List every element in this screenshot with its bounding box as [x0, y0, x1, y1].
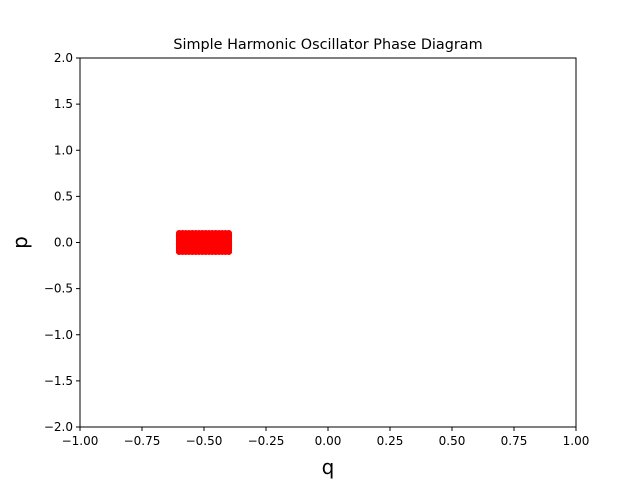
x-axis-label: q — [322, 455, 335, 479]
x-tick-label: −0.75 — [124, 434, 161, 448]
x-tick-label: −0.50 — [186, 434, 223, 448]
x-tick-label: 0.50 — [439, 434, 466, 448]
x-axis-ticks: −1.00 −0.75 −0.50 −0.25 0.00 0.25 0.50 0.75 1.00 — [62, 427, 590, 448]
chart-title: Simple Harmonic Oscillator Phase Diagram — [173, 37, 482, 53]
x-tick-label: 1.00 — [563, 434, 590, 448]
y-axis-ticks: −2.0 −1.5 −1.0 −0.5 0.0 0.5 1.0 1.5 2.0 — [44, 51, 80, 434]
y-tick-label: −1.5 — [44, 374, 73, 388]
data-point — [225, 229, 233, 237]
y-tick-label: 1.0 — [54, 143, 73, 157]
y-tick-label: −0.5 — [44, 282, 73, 296]
y-tick-label: −1.0 — [44, 328, 73, 342]
x-tick-label: −1.00 — [62, 434, 99, 448]
y-tick-label: 0.5 — [54, 189, 73, 203]
y-tick-label: 1.5 — [54, 97, 73, 111]
x-tick-label: 0.25 — [377, 434, 404, 448]
x-tick-label: 0.00 — [315, 434, 342, 448]
y-axis-label: p — [8, 236, 32, 249]
y-tick-label: −2.0 — [44, 420, 73, 434]
plot-area — [80, 58, 576, 427]
x-tick-label: 0.75 — [501, 434, 528, 448]
data-layer — [175, 229, 233, 256]
y-tick-label: 2.0 — [54, 51, 73, 65]
y-tick-label: 0.0 — [54, 236, 73, 250]
point-cloud — [175, 229, 233, 256]
x-tick-label: −0.25 — [248, 434, 285, 448]
